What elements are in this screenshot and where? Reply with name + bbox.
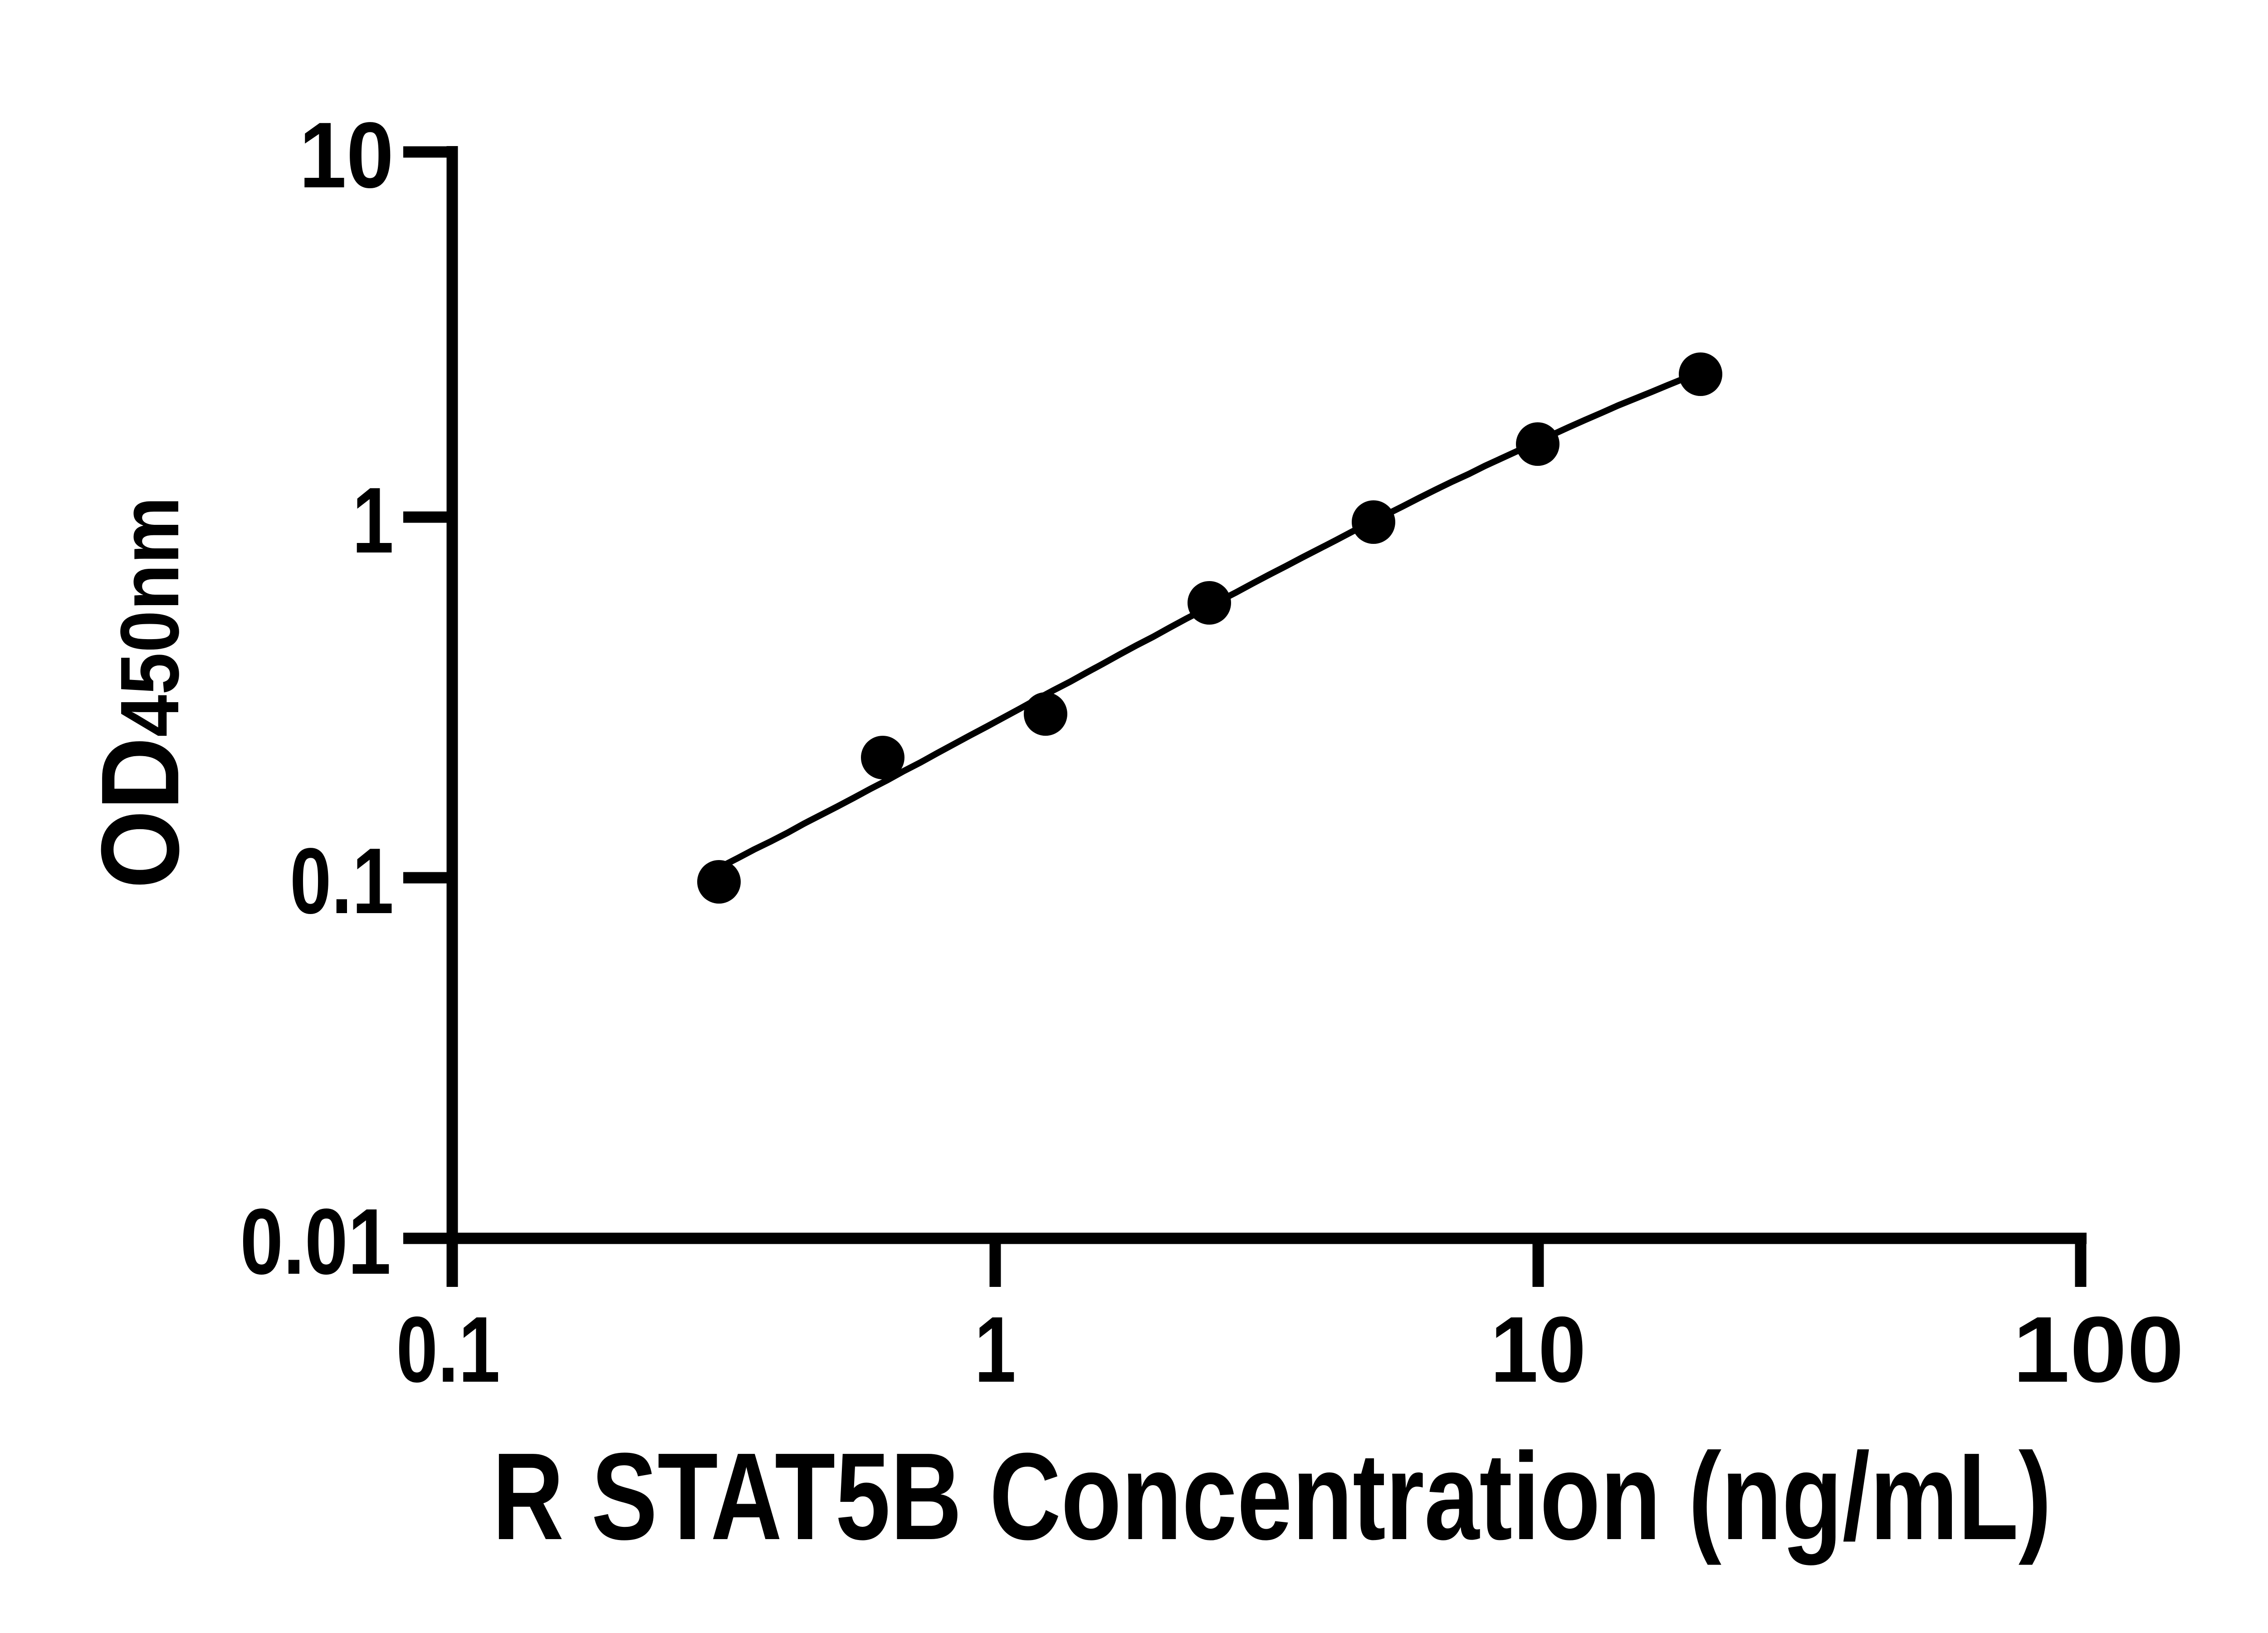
svg-text:0.1: 0.1: [290, 828, 394, 933]
svg-text:100: 100: [2013, 1297, 2184, 1402]
svg-text:1: 1: [974, 1297, 1016, 1402]
svg-text:0.1: 0.1: [396, 1297, 500, 1402]
svg-text:R STAT5B Concentration (ng/mL): R STAT5B Concentration (ng/mL): [492, 1428, 2051, 1566]
svg-text:1: 1: [352, 468, 394, 572]
svg-text:0.01: 0.01: [240, 1190, 391, 1294]
svg-text:10: 10: [299, 103, 394, 207]
svg-text:10: 10: [1491, 1297, 1586, 1402]
svg-text:OD450nm: OD450nm: [78, 497, 202, 889]
